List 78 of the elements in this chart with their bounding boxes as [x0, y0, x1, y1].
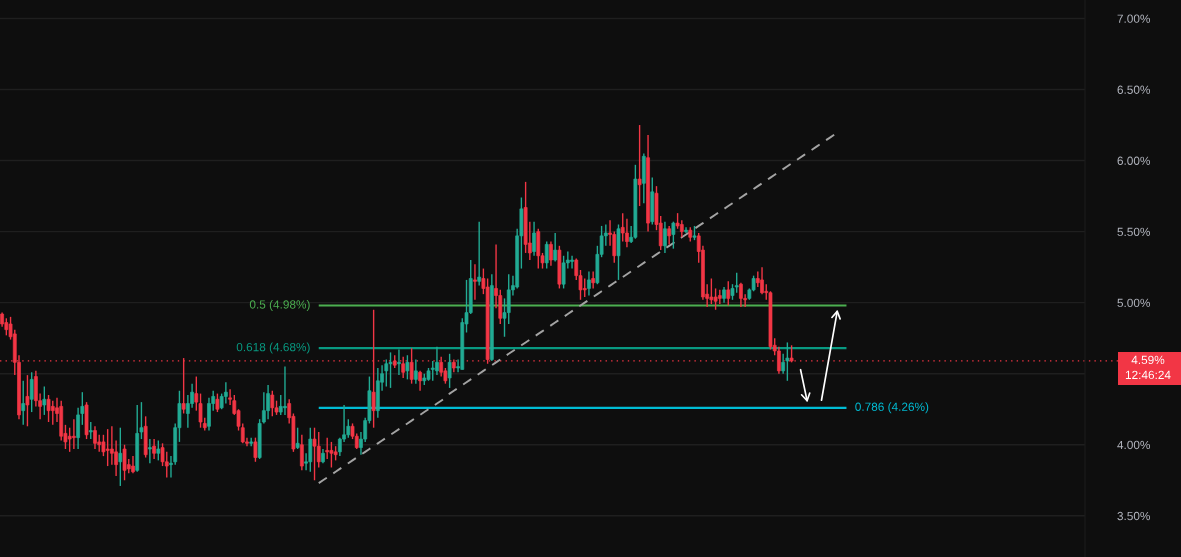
candlestick — [316, 431, 321, 469]
candlestick — [532, 220, 536, 257]
candlestick — [435, 346, 439, 376]
candlestick — [473, 263, 477, 301]
candlestick — [561, 255, 566, 290]
series-label: 0.5 (4.98%) — [249, 299, 310, 311]
candlestick — [637, 124, 642, 207]
candlestick — [50, 400, 55, 426]
candlestick — [253, 436, 258, 463]
candlestick — [739, 282, 743, 308]
candlestick — [777, 346, 781, 375]
candlestick — [549, 240, 553, 267]
candlestick — [299, 434, 304, 472]
candlestick — [384, 358, 389, 388]
candlestick — [76, 407, 80, 450]
candlestick — [266, 384, 270, 420]
candlestick — [620, 212, 625, 243]
candlestick — [207, 397, 211, 432]
candlestick — [295, 427, 300, 450]
candlestick — [785, 341, 790, 382]
y-tick-label: 4.00% — [1117, 440, 1150, 450]
candlestick — [553, 232, 558, 263]
y-tick-label: 5.00% — [1117, 298, 1150, 308]
candlestick — [667, 225, 672, 246]
candlestick — [156, 439, 161, 462]
candlestick — [726, 280, 731, 307]
candlestick — [388, 351, 393, 389]
candlestick — [397, 348, 401, 376]
candlestick — [42, 385, 47, 416]
candlestick — [25, 374, 30, 427]
candlestick — [312, 427, 317, 481]
text: 12:46:24 — [1125, 370, 1171, 380]
candlestick — [663, 220, 667, 254]
y-tick-label: 3.50% — [1117, 511, 1150, 521]
candlestick — [582, 277, 587, 298]
candlestick — [717, 289, 722, 305]
candlestick — [93, 425, 97, 450]
y-tick-label: 6.50% — [1117, 85, 1150, 94]
candlestick — [308, 427, 313, 473]
candlestick — [760, 266, 764, 295]
y-tick-label: 7.00% — [1117, 14, 1150, 23]
candlestick — [430, 360, 435, 382]
candlestick — [591, 270, 596, 290]
candlestick — [152, 438, 156, 460]
candlestick — [781, 353, 786, 375]
candlestick — [122, 444, 127, 481]
series-label: 0.618 (4.68%) — [236, 342, 310, 354]
candlestick — [105, 428, 110, 467]
candlestick — [544, 240, 549, 270]
candlestick — [164, 451, 169, 479]
candlestick — [570, 255, 574, 270]
ref-line-label: 4.59% — [1131, 355, 1165, 365]
candlestick — [405, 354, 410, 381]
candlestick — [118, 427, 123, 487]
candlestick — [21, 380, 26, 426]
candlestick — [734, 272, 739, 294]
candlestick — [684, 226, 688, 234]
candlestick — [409, 347, 414, 385]
candlestick — [709, 277, 714, 305]
y-tick-label: 5.50% — [1117, 227, 1150, 236]
candlestick — [418, 370, 422, 392]
candlestick — [587, 270, 591, 297]
candlestick — [413, 358, 418, 385]
candlestick — [148, 438, 152, 464]
candlestick — [506, 273, 511, 325]
candlestick — [477, 220, 482, 287]
candlestick — [329, 441, 334, 469]
candlestick — [46, 394, 51, 423]
candlestick — [325, 436, 330, 460]
candlestick — [283, 365, 287, 416]
y-tick-label: 6.00% — [1117, 156, 1150, 165]
candlestick — [625, 218, 629, 248]
candlestick — [215, 392, 220, 413]
candlestick — [29, 371, 34, 413]
candlestick — [447, 353, 452, 389]
candlestick — [671, 220, 676, 250]
series-label: 0.786 (4.26%) — [855, 402, 929, 414]
candlestick — [270, 390, 275, 418]
